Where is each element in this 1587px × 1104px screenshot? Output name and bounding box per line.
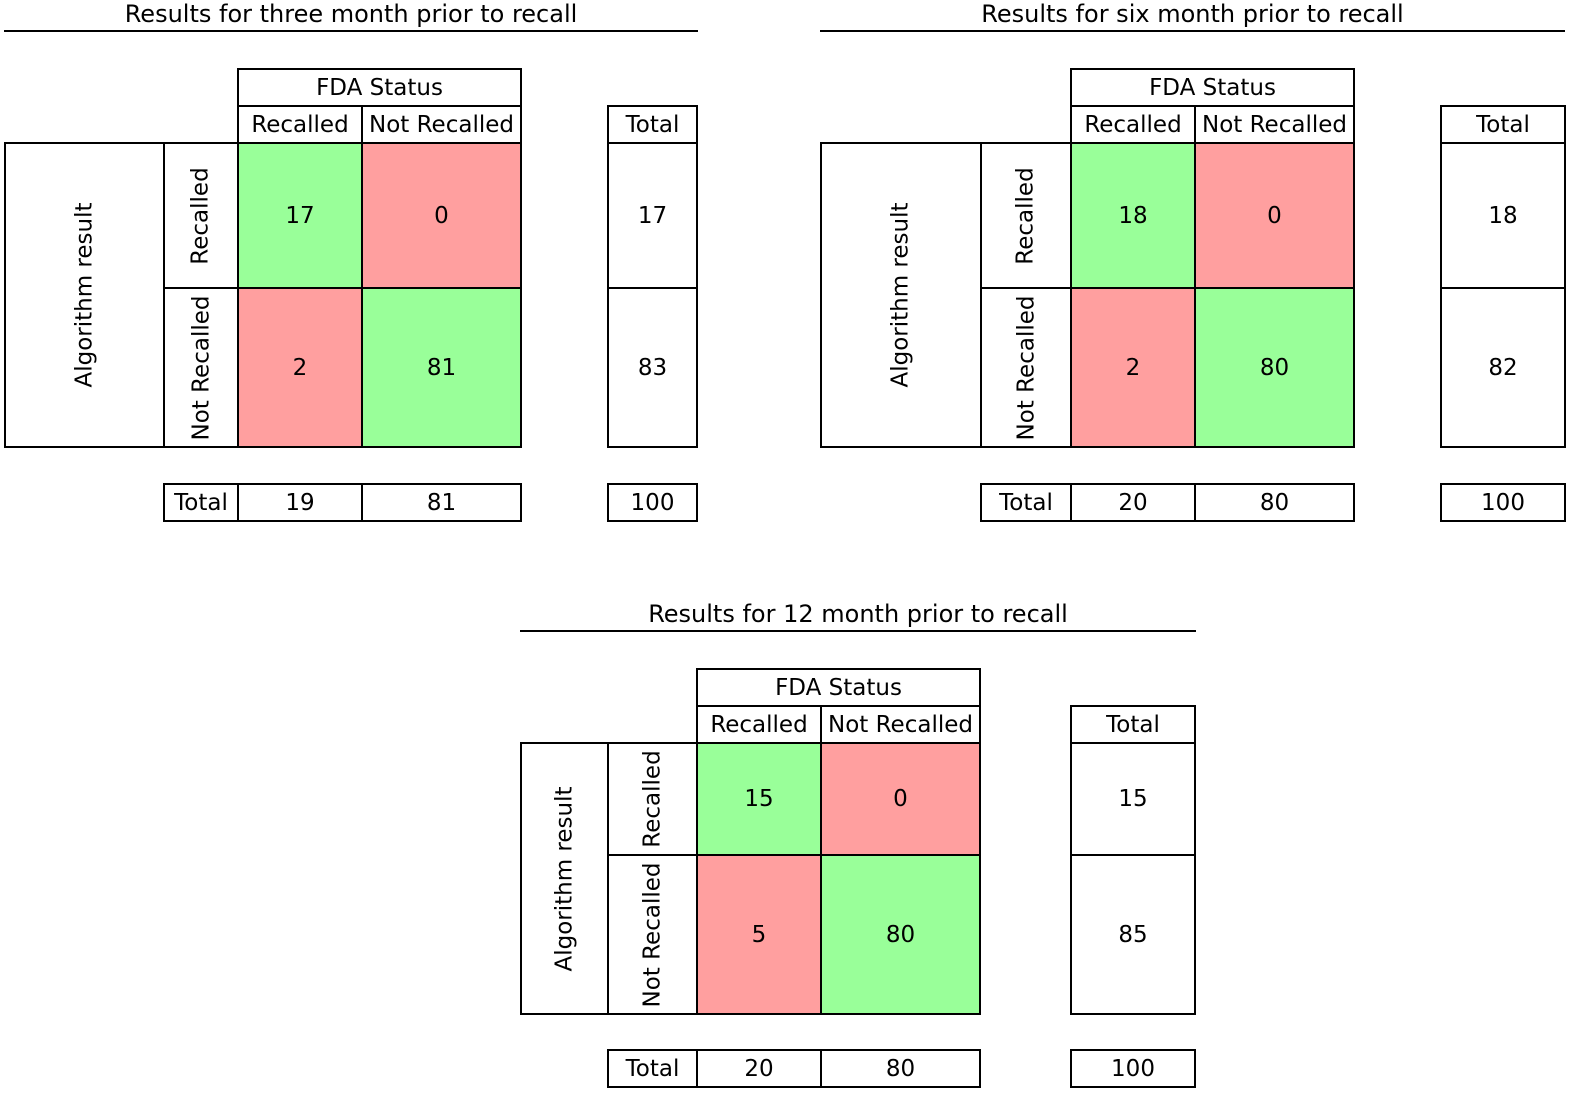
title-rule xyxy=(820,30,1565,32)
col-header-not-recalled: Not Recalled xyxy=(1194,105,1355,144)
fda-status-header: FDA Status xyxy=(237,68,522,107)
col-total-recalled: 19 xyxy=(237,483,363,522)
cell-false-positive: 0 xyxy=(1194,142,1355,289)
total-row-label: Total xyxy=(980,483,1072,522)
cell-true-positive: 17 xyxy=(237,142,363,289)
col-total-recalled: 20 xyxy=(1070,483,1196,522)
col-header-not-recalled: Not Recalled xyxy=(820,705,981,744)
total-row-label: Total xyxy=(607,1049,698,1088)
col-total-not-recalled: 80 xyxy=(820,1049,981,1088)
row-total-not-recalled: 85 xyxy=(1070,854,1196,1015)
grand-total: 100 xyxy=(607,483,698,522)
cell-true-positive: 15 xyxy=(696,742,822,856)
col-total-recalled: 20 xyxy=(696,1049,822,1088)
row-header-not-recalled: Not Recalled xyxy=(980,287,1072,448)
algorithm-result-label: Algorithm result xyxy=(4,142,165,448)
total-row-label: Total xyxy=(163,483,239,522)
title-rule xyxy=(4,30,698,32)
panel-title: Results for three month prior to recall xyxy=(124,0,578,28)
cell-true-negative: 80 xyxy=(820,854,981,1015)
cell-false-negative: 5 xyxy=(696,854,822,1015)
row-header-not-recalled: Not Recalled xyxy=(607,854,698,1015)
algorithm-result-label: Algorithm result xyxy=(520,742,610,1015)
cell-false-positive: 0 xyxy=(820,742,981,856)
col-header-recalled: Recalled xyxy=(237,105,363,144)
row-total-recalled: 15 xyxy=(1070,742,1196,856)
cell-false-positive: 0 xyxy=(361,142,522,289)
cell-true-negative: 80 xyxy=(1194,287,1355,448)
row-header-recalled: Recalled xyxy=(607,742,698,856)
col-total-not-recalled: 80 xyxy=(1194,483,1355,522)
col-header-recalled: Recalled xyxy=(696,705,822,744)
row-header-recalled-text: Recalled xyxy=(639,750,666,848)
row-total-not-recalled: 83 xyxy=(607,287,698,448)
row-total-recalled: 18 xyxy=(1440,142,1566,289)
cell-true-positive: 18 xyxy=(1070,142,1196,289)
row-header-recalled: Recalled xyxy=(980,142,1072,289)
panel-title: Results for 12 month prior to recall xyxy=(648,600,1068,628)
algorithm-result-text: Algorithm result xyxy=(552,785,578,972)
col-header-recalled: Recalled xyxy=(1070,105,1196,144)
row-total-recalled: 17 xyxy=(607,142,698,289)
col-total-not-recalled: 81 xyxy=(361,483,522,522)
cell-true-negative: 81 xyxy=(361,287,522,448)
grand-total: 100 xyxy=(1070,1049,1196,1088)
cell-false-negative: 2 xyxy=(1070,287,1196,448)
panel-title: Results for six month prior to recall xyxy=(981,0,1404,28)
total-col-header: Total xyxy=(607,105,698,144)
row-header-not-recalled-text: Not Recalled xyxy=(639,862,666,1007)
title-rule xyxy=(520,630,1196,632)
cell-false-negative: 2 xyxy=(237,287,363,448)
total-col-header: Total xyxy=(1440,105,1566,144)
fda-status-header: FDA Status xyxy=(696,668,981,707)
total-col-header: Total xyxy=(1070,705,1196,744)
row-total-not-recalled: 82 xyxy=(1440,287,1566,448)
grand-total: 100 xyxy=(1440,483,1566,522)
